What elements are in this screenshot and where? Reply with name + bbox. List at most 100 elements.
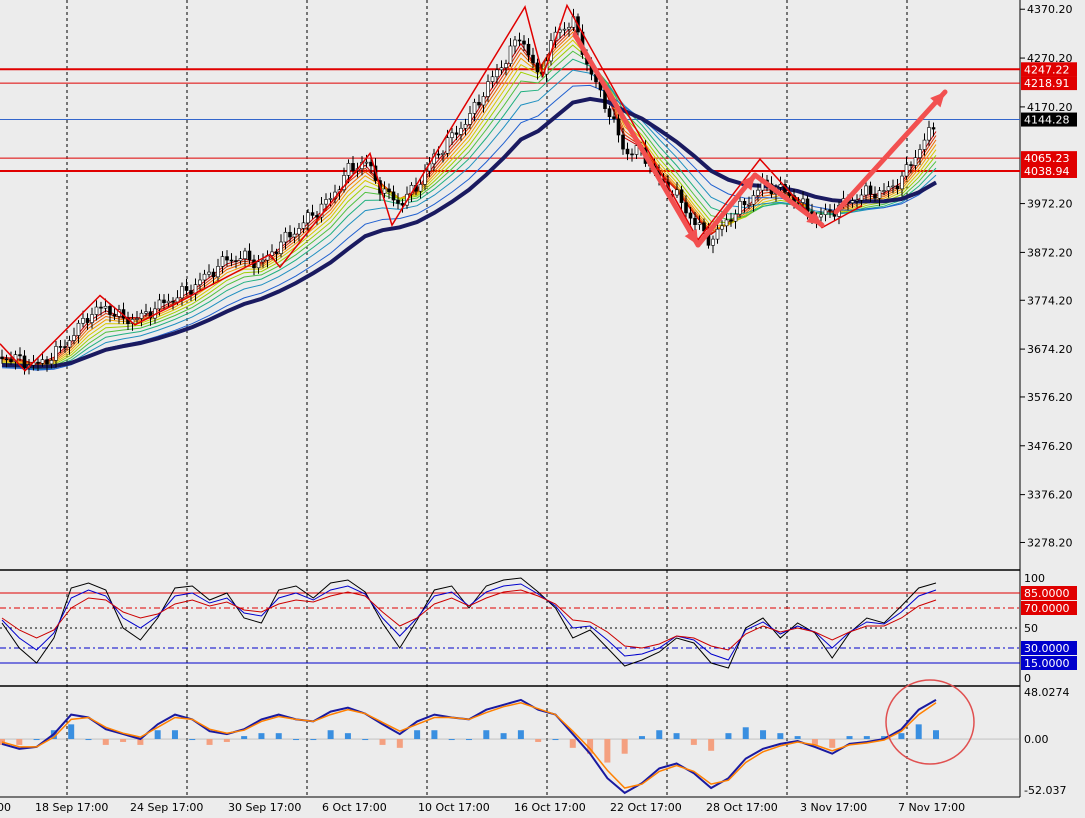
- stoch-series-line: [1, 589, 937, 651]
- candle-body: [270, 251, 274, 256]
- candle-body: [234, 260, 238, 262]
- candle-body: [468, 113, 472, 125]
- macd-histogram-bar: [794, 736, 801, 740]
- stoch-series-line: [1, 577, 937, 669]
- candle-body: [148, 311, 153, 319]
- macd-histogram-bar: [569, 739, 576, 748]
- candle-body: [283, 231, 288, 243]
- candle-body: [211, 271, 216, 278]
- macd-histogram-bar: [154, 730, 161, 740]
- macd-y-tick-label: 48.0274: [1024, 686, 1070, 699]
- candle-body: [684, 202, 688, 214]
- x-tick-label: 10 Oct 17:00: [418, 801, 490, 814]
- candle-body: [675, 189, 679, 196]
- x-tick-label: 6 Oct 17:00: [322, 801, 387, 814]
- y-tick-label: 3972.20: [1027, 198, 1073, 211]
- x-tick-label: 24 Sep 17:00: [130, 801, 203, 814]
- macd-histogram-bar: [137, 739, 144, 745]
- macd-histogram-bar: [327, 730, 334, 740]
- candle-body: [36, 361, 40, 364]
- macd-histogram-bar: [552, 739, 559, 741]
- macd-histogram-bar: [362, 739, 369, 741]
- candle-body: [45, 359, 49, 365]
- candle-body: [895, 185, 900, 190]
- candle-body: [499, 67, 504, 71]
- ma-ribbon-line: [1, 44, 937, 369]
- candle-body: [900, 175, 904, 190]
- candle-body: [225, 256, 229, 261]
- macd-histogram-bar: [68, 724, 75, 740]
- candle-body: [607, 108, 612, 118]
- trend-arrow-head: [740, 175, 755, 191]
- candle-body: [486, 81, 490, 97]
- macd-histogram-bar: [33, 739, 40, 741]
- x-tick-label: 18 Sep 17:00: [35, 801, 108, 814]
- macd-histogram-bar: [171, 730, 178, 740]
- candle-body: [274, 251, 279, 254]
- candle-body: [495, 69, 499, 78]
- candle-body: [193, 284, 198, 295]
- y-tick-label: 4370.20: [1027, 3, 1073, 16]
- macd-histogram-bar: [310, 739, 317, 741]
- candle-body: [0, 356, 4, 360]
- candle-body: [481, 96, 486, 106]
- candle-body: [189, 290, 193, 295]
- candle-body: [139, 312, 144, 319]
- x-tick-label: 22 Oct 17:00: [610, 801, 682, 814]
- macd-histogram-bar: [379, 739, 386, 745]
- candle-body: [67, 340, 72, 348]
- stoch-y-tick-label: 50: [1024, 622, 1038, 635]
- price-level-label: 4065.23: [1024, 152, 1070, 165]
- x-tick-label: 00: [0, 801, 11, 814]
- candle-body: [180, 286, 184, 299]
- macd-histogram-bar: [777, 733, 784, 740]
- macd-histogram-bar: [396, 739, 403, 748]
- ma-ribbon-line: [1, 58, 937, 370]
- macd-histogram-bar: [223, 739, 230, 742]
- candle-body: [220, 256, 225, 267]
- candle-body: [733, 213, 738, 222]
- candle-body: [238, 258, 243, 262]
- macd-histogram-bar: [258, 733, 265, 740]
- macd-histogram-bar: [535, 739, 542, 742]
- candle-body: [63, 346, 67, 348]
- macd-histogram-bar: [829, 739, 836, 748]
- y-tick-label: 3872.20: [1027, 246, 1073, 259]
- macd-histogram-bar: [673, 733, 680, 740]
- stoch-level-badge: [1021, 601, 1077, 615]
- candle-body: [859, 194, 864, 201]
- candle-body: [346, 163, 351, 176]
- macd-histogram-bar: [206, 739, 213, 745]
- macd-histogram-bar: [656, 730, 663, 740]
- stoch-level-label: 15.0000: [1024, 657, 1070, 670]
- candle-body: [697, 222, 702, 225]
- x-tick-label: 3 Nov 17:00: [800, 801, 867, 814]
- candle-body: [756, 189, 760, 196]
- macd-histogram-bar: [760, 730, 767, 740]
- candle-body: [801, 198, 805, 203]
- candle-body: [279, 241, 283, 254]
- stoch-level-label: 85.0000: [1024, 587, 1070, 600]
- y-tick-label: 3576.20: [1027, 391, 1073, 404]
- macd-histogram-bar: [16, 739, 23, 745]
- candle-body: [418, 184, 423, 192]
- candle-body: [436, 153, 441, 156]
- stoch-level-label: 70.0000: [1024, 602, 1070, 615]
- candle-body: [72, 335, 76, 341]
- candle-body: [621, 134, 625, 150]
- price-level-badge: [1021, 151, 1077, 166]
- candle-body: [630, 153, 634, 156]
- trend-arrow-head: [806, 210, 822, 225]
- candle-body: [450, 132, 454, 138]
- candle-body: [135, 318, 139, 320]
- candle-body: [166, 300, 171, 304]
- candle-body: [513, 39, 517, 47]
- candle-body: [508, 45, 513, 64]
- candle-body: [715, 228, 720, 240]
- candle-body: [688, 212, 693, 219]
- macd-y-tick-label: -52.037: [1024, 784, 1066, 797]
- candle-body: [364, 161, 369, 164]
- candle-body: [261, 259, 265, 263]
- candle-body: [562, 28, 567, 31]
- candle-body: [724, 219, 729, 227]
